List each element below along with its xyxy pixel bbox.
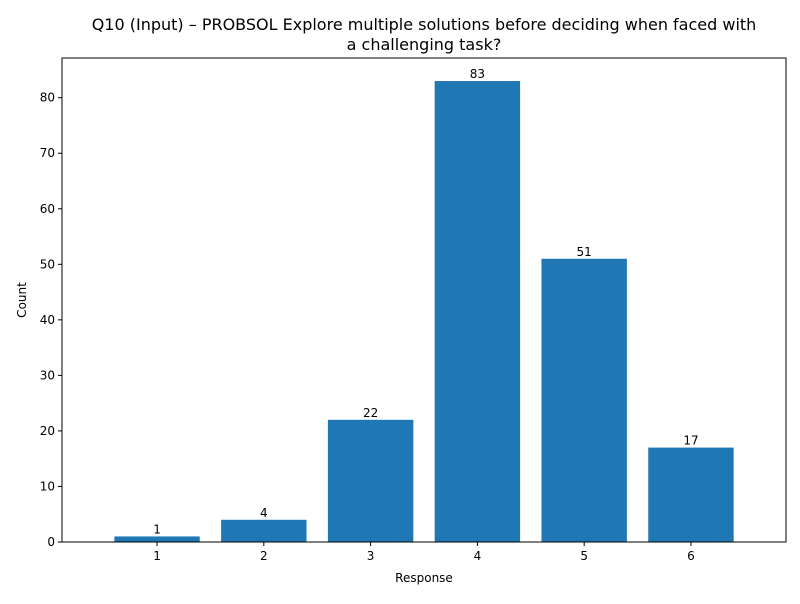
x-tick-label-2: 2 [260, 549, 268, 563]
chart-title-line-2: a challenging task? [347, 35, 502, 54]
x-tick-label-4: 4 [474, 549, 482, 563]
bar-2 [221, 519, 307, 542]
bar-4 [434, 81, 521, 543]
data-label-3: 22 [363, 406, 378, 420]
x-axis: 1 2 3 4 5 6 [153, 542, 695, 563]
x-axis-label: Response [395, 571, 453, 585]
x-tick-label-5: 5 [580, 549, 588, 563]
y-tick-label-70: 70 [40, 146, 55, 160]
data-label-5: 51 [577, 245, 592, 259]
data-label-1: 1 [153, 522, 161, 536]
data-label-4: 83 [470, 67, 485, 81]
x-tick-label-1: 1 [153, 549, 161, 563]
y-tick-label-40: 40 [40, 313, 55, 327]
chart-title-line-1: Q10 (Input) – PROBSOL Explore multiple s… [92, 15, 757, 34]
x-tick-label-3: 3 [367, 549, 375, 563]
y-tick-label-50: 50 [40, 257, 55, 271]
y-axis-label: Count [15, 282, 29, 318]
x-tick-label-6: 6 [687, 549, 695, 563]
data-label-2: 4 [260, 506, 268, 520]
y-tick-label-20: 20 [40, 424, 55, 438]
y-tick-label-10: 10 [40, 479, 55, 493]
data-label-6: 17 [683, 434, 698, 448]
y-tick-label-30: 30 [40, 368, 55, 382]
data-labels: 1 4 22 83 51 17 [153, 67, 698, 536]
y-tick-label-0: 0 [47, 535, 55, 549]
bar-6 [648, 447, 734, 542]
y-axis: 0 10 20 30 40 50 60 70 80 [40, 91, 62, 549]
chart-title: Q10 (Input) – PROBSOL Explore multiple s… [92, 15, 757, 54]
bar-5 [541, 258, 627, 542]
bar-1 [114, 536, 200, 542]
plot-frame [61, 57, 787, 543]
y-tick-label-60: 60 [40, 202, 55, 216]
bar-3 [327, 419, 414, 542]
y-tick-label-80: 80 [40, 91, 55, 105]
bars [114, 81, 734, 543]
